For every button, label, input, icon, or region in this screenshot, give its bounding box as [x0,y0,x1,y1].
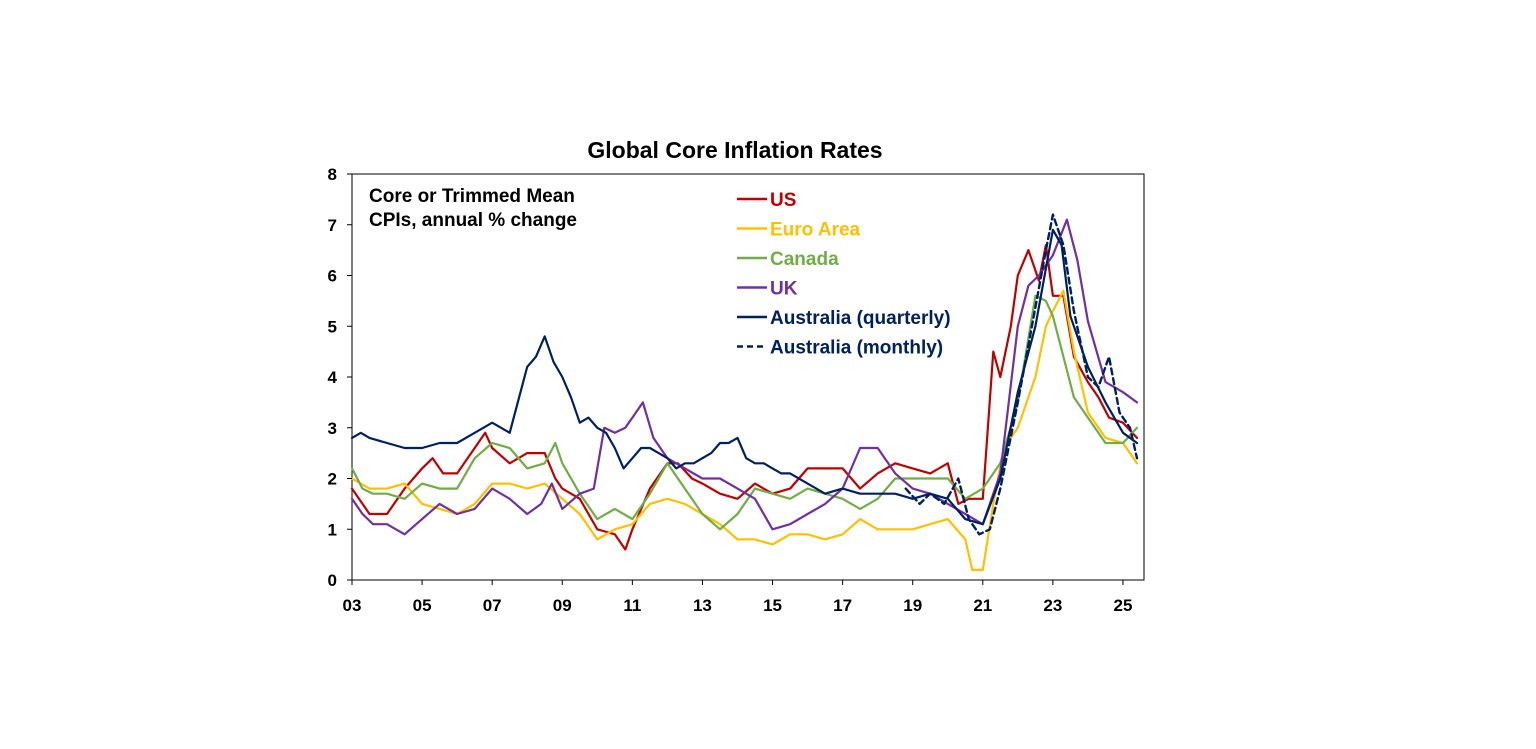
y-tick-label: 5 [328,317,337,336]
x-tick-label: 25 [1114,596,1133,615]
legend-label-australia-quarterly: Australia (quarterly) [770,308,951,329]
y-tick-label: 3 [328,419,337,438]
legend-label-canada: Canada [770,249,839,270]
chart-title: Global Core Inflation Rates [587,137,882,163]
legend: US Euro Area Canada UK Australia (quarterly)… [737,190,951,359]
x-tick-label: 17 [833,596,852,615]
x-tick-label: 05 [413,596,432,615]
x-tick-label: 15 [763,596,782,615]
legend-label-us: US [770,190,796,211]
y-tick-label: 4 [328,368,338,387]
legend-label-australia-monthly: Australia (monthly) [770,338,943,359]
series-layer [350,213,1139,572]
series-line-euro-area [350,289,1139,572]
legend-label-euro-area: Euro Area [770,220,861,241]
series-line-canada [350,294,1139,531]
y-tick-label: 8 [328,165,337,184]
series-line-us [350,244,1139,551]
y-tick-label: 6 [328,267,337,286]
x-tick-label: 23 [1043,596,1062,615]
series-line-australia-quarterly [350,228,1139,526]
y-tick-label: 2 [328,470,337,489]
chart-subtitle-line-1: Core or Trimmed Mean [369,186,575,207]
x-tick-label: 09 [553,596,572,615]
x-tick-label: 21 [973,596,992,615]
x-tick-label: 11 [623,596,641,615]
series-line-australia-monthly [904,213,1139,536]
y-tick-label: 7 [328,216,337,235]
chart-subtitle-line-2: CPIs, annual % change [369,210,577,231]
x-tick-label: 03 [343,596,362,615]
y-tick-label: 1 [328,520,337,539]
y-tick-label: 0 [328,571,337,590]
plot-area-frame [351,173,1145,581]
x-tick-label: 07 [483,596,502,615]
series-line-uk [350,218,1139,536]
legend-label-uk: UK [770,279,798,300]
x-tick-label: 13 [693,596,712,615]
x-tick-label: 19 [903,596,922,615]
